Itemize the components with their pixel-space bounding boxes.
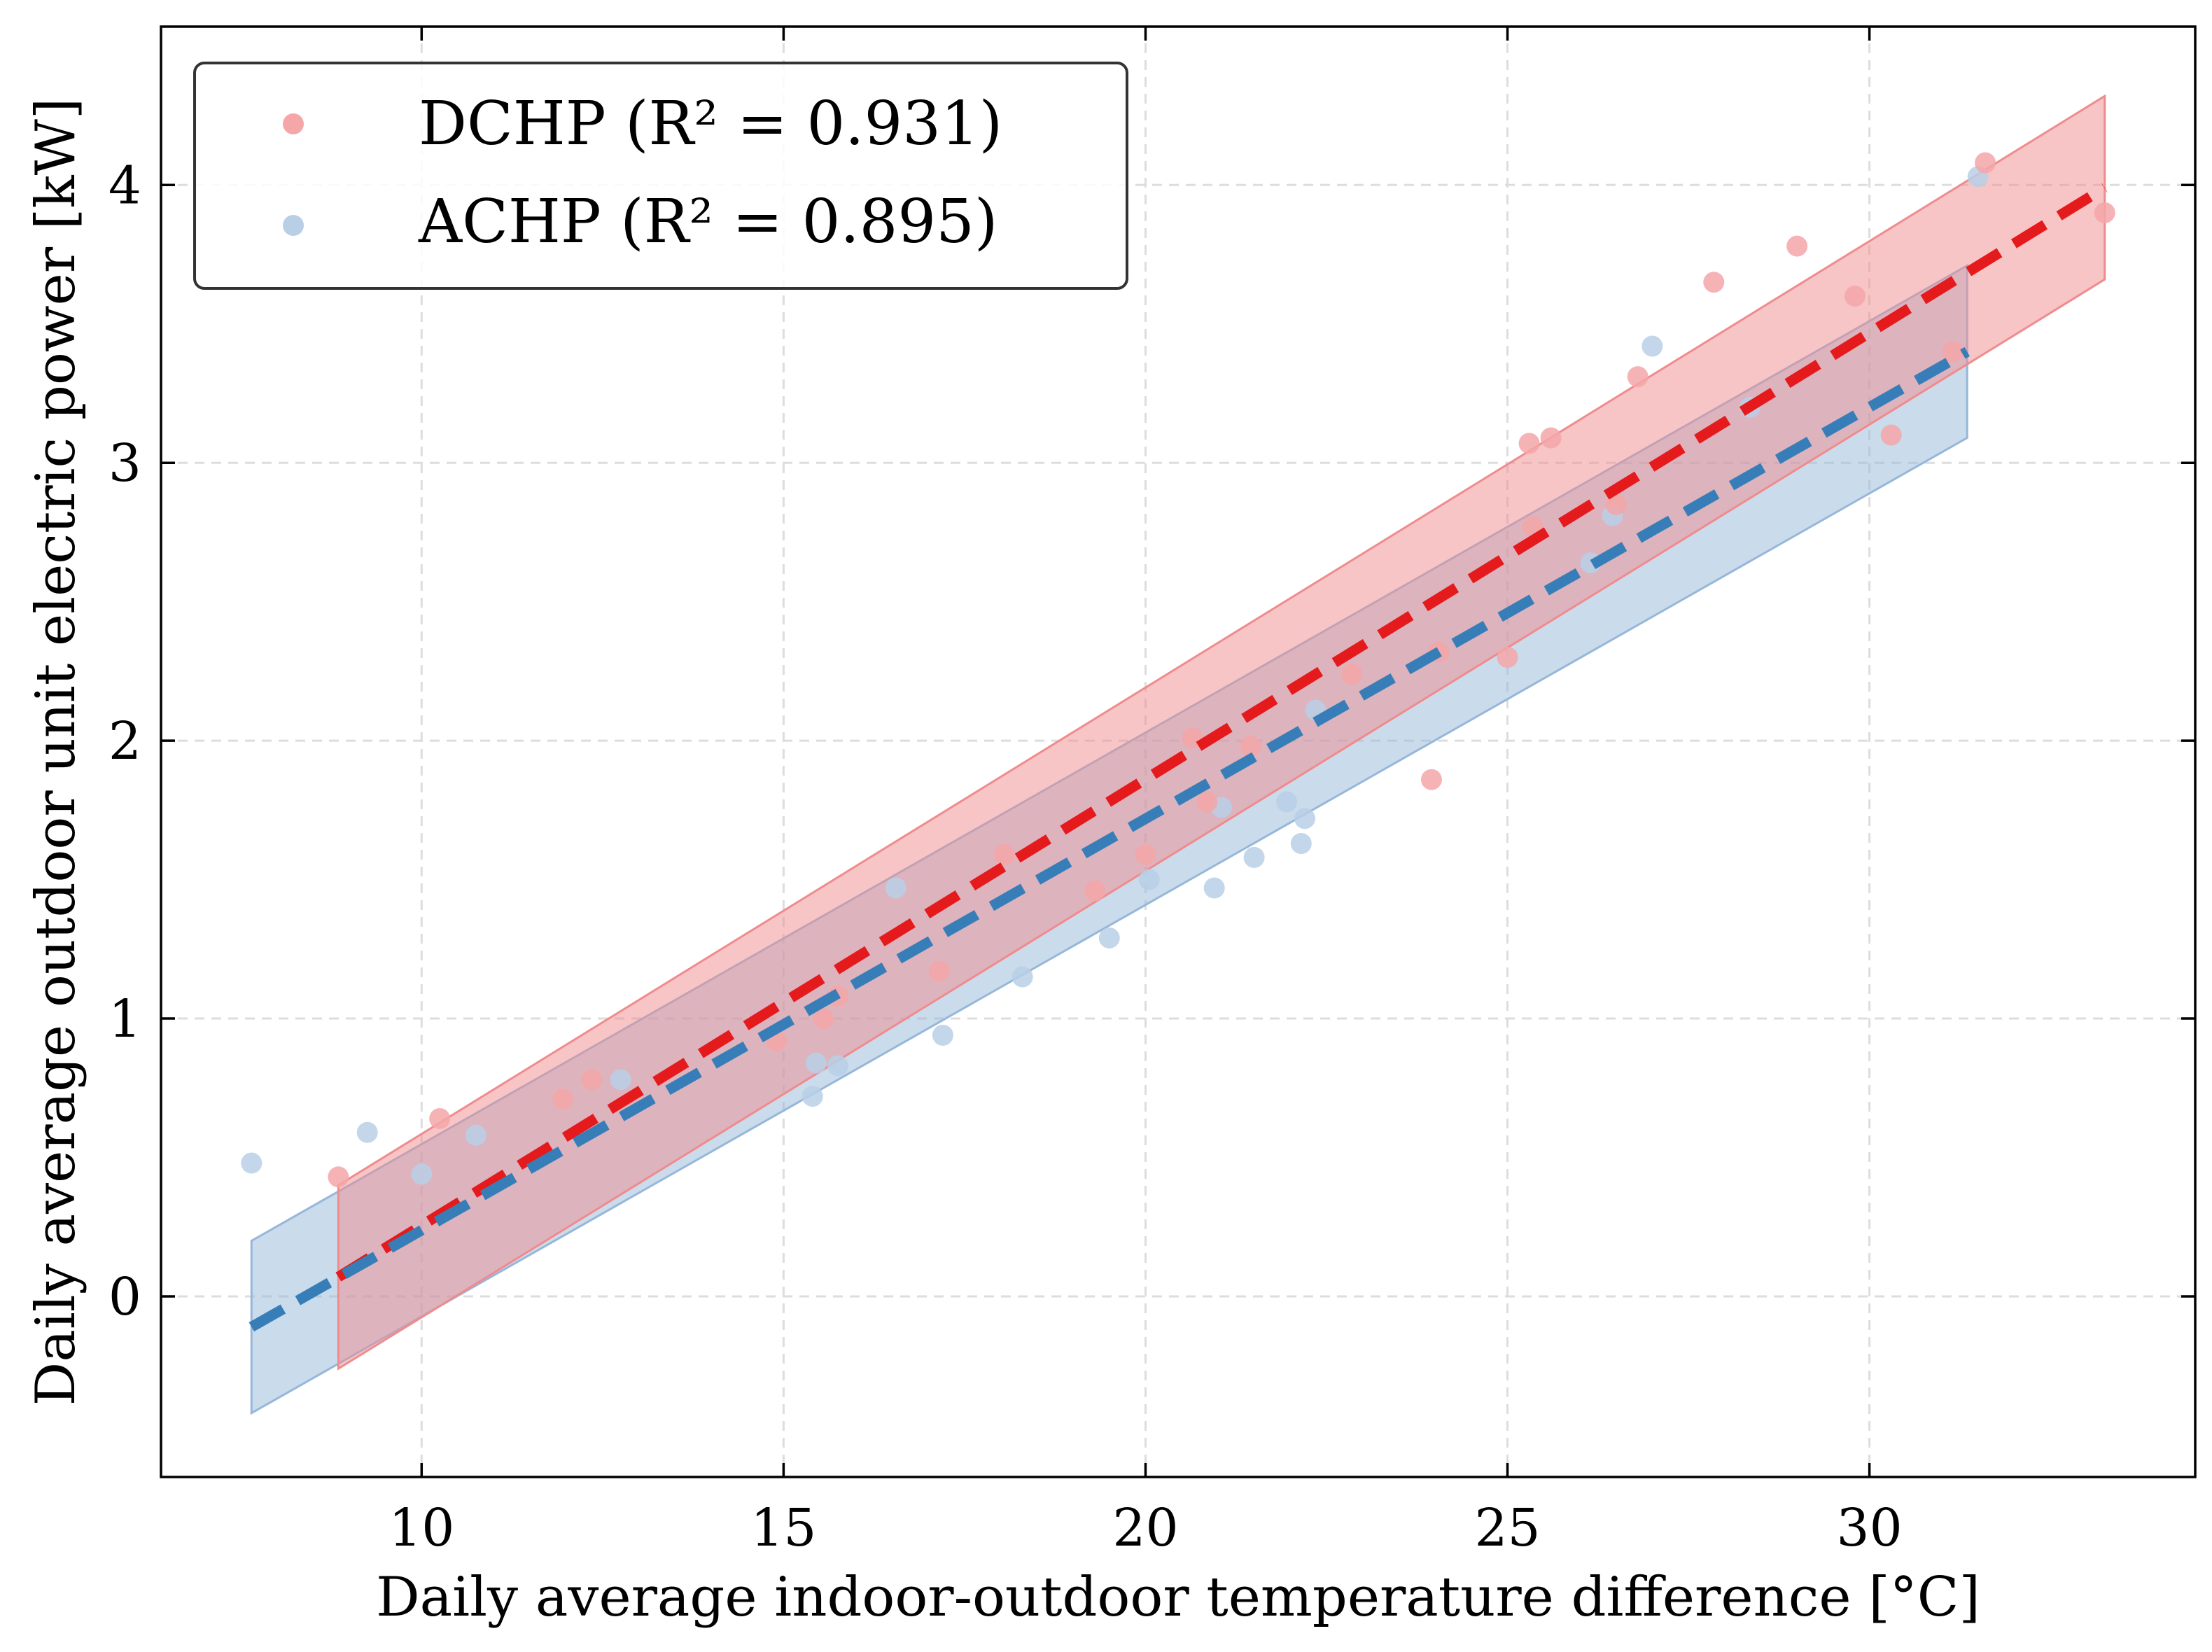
data-point-achp (1243, 846, 1265, 868)
ticks: 10 15 20 25 30 0 1 2 3 4 (108, 27, 2195, 1558)
x-tick-label: 25 (1474, 1498, 1540, 1558)
legend-marker-dchp (283, 113, 304, 134)
data-point-dchp (1844, 286, 1865, 307)
y-tick-label: 3 (108, 433, 141, 493)
fit-line-achp (248, 346, 1970, 1332)
y-tick-label: 1 (108, 989, 141, 1049)
data-point-achp (1203, 877, 1225, 899)
data-point-achp (610, 1069, 631, 1091)
data-point-dchp (1341, 663, 1363, 685)
y-tick-label: 4 (108, 155, 141, 216)
data-point-dchp (2094, 202, 2115, 223)
data-point-achp (1290, 832, 1312, 854)
x-tick-label: 10 (388, 1498, 454, 1558)
x-axis-title: Daily average indoor-outdoor temperature… (376, 1566, 1980, 1629)
data-point-achp (411, 1163, 433, 1185)
data-point-dchp (1196, 791, 1218, 813)
data-point-achp (241, 1152, 262, 1174)
data-point-dchp (1420, 769, 1442, 790)
data-point-achp (1294, 808, 1315, 830)
data-point-achp (1011, 966, 1033, 988)
y-tick-label: 2 (108, 711, 141, 771)
data-point-dchp (1240, 736, 1261, 757)
data-point-dchp (1540, 427, 1562, 449)
data-point-dchp (1880, 424, 1902, 446)
x-tick-label: 15 (750, 1498, 816, 1558)
legend-label-achp: ACHP (R² = 0.895) (418, 187, 997, 257)
fit-line-dchp (335, 183, 2108, 1282)
data-point-dchp (1703, 272, 1725, 293)
data-point-achp (802, 1086, 823, 1107)
data-point-dchp (813, 1008, 834, 1030)
data-point-achp (932, 1024, 953, 1046)
data-point-dchp (328, 1166, 349, 1188)
data-point-dchp (993, 844, 1015, 865)
x-tick-label: 20 (1112, 1498, 1178, 1558)
legend-marker-achp (283, 215, 304, 236)
data-point-dchp (581, 1069, 603, 1091)
x-tick-label: 30 (1837, 1498, 1903, 1558)
legend-box (193, 62, 1128, 290)
data-point-achp (465, 1124, 486, 1146)
y-tick-label: 0 (108, 1267, 141, 1327)
data-point-achp (356, 1121, 378, 1143)
plot-area: 10 15 20 25 30 0 1 2 3 4 (108, 25, 2197, 1558)
fit-lines (248, 183, 2108, 1332)
data-point-dchp (1942, 341, 1963, 363)
data-point-achp (1276, 791, 1298, 813)
data-point-achp (827, 1055, 848, 1077)
data-point-dchp (1135, 844, 1156, 865)
data-point-achp (1138, 869, 1160, 890)
data-point-dchp (429, 1107, 451, 1129)
plot-frame (160, 25, 2197, 1478)
data-point-dchp (1497, 647, 1518, 668)
data-point-achp (1098, 927, 1120, 948)
legend-label-dchp: DCHP (R² = 0.931) (419, 89, 1002, 159)
scatter-points (241, 152, 2115, 1188)
data-point-dchp (1975, 152, 1996, 174)
data-point-achp (1642, 335, 1663, 357)
data-point-dchp (552, 1088, 573, 1110)
legend: DCHP (R² = 0.931) ACHP (R² = 0.895) (193, 62, 1128, 290)
data-point-dchp (1605, 493, 1627, 515)
data-point-achp (885, 877, 906, 899)
data-point-dchp (1518, 433, 1540, 454)
data-point-dchp (1786, 235, 1808, 257)
data-point-dchp (1627, 366, 1648, 388)
data-point-achp (805, 1052, 827, 1074)
y-axis-title: Daily average outdoor unit electric powe… (24, 98, 88, 1406)
data-point-dchp (1084, 880, 1106, 902)
data-point-dchp (928, 960, 950, 982)
